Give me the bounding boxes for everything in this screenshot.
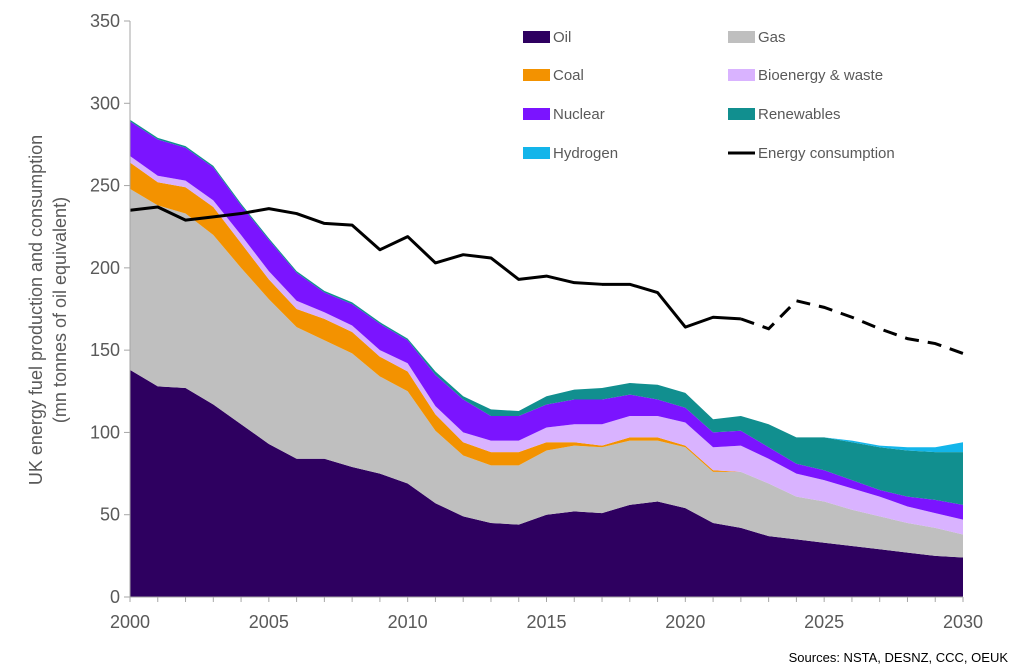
y-tick-label: 200 — [90, 258, 120, 278]
y-tick-label: 300 — [90, 93, 120, 113]
legend-label: Hydrogen — [553, 145, 618, 162]
legend-item-nuclear: Nuclear — [523, 106, 605, 123]
legend-label: Oil — [553, 29, 571, 46]
legend: Oil Gas Coal Bioenergy & waste Nuclear Renewa… — [523, 29, 895, 162]
legend-item-oil: Oil — [523, 29, 571, 46]
y-axis-label-line-1: UK energy fuel production and consumptio… — [26, 135, 46, 485]
legend-swatch — [728, 31, 755, 43]
legend-swatch — [728, 108, 755, 120]
area-renewables — [130, 119, 963, 505]
legend-swatch — [523, 69, 550, 81]
y-tick-label: 250 — [90, 176, 120, 196]
x-tick-label: 2030 — [943, 612, 983, 632]
legend-item-coal: Coal — [523, 67, 584, 84]
legend-label: Nuclear — [553, 106, 605, 123]
legend-item-gas: Gas — [728, 29, 786, 46]
legend-swatch — [728, 69, 755, 81]
area-layer — [130, 119, 963, 597]
legend-label: Renewables — [758, 106, 841, 123]
y-tick-label: 150 — [90, 340, 120, 360]
x-tick-label: 2025 — [804, 612, 844, 632]
y-tick-label: 50 — [100, 505, 120, 525]
consumption-line-layer — [129, 205, 964, 355]
legend-item-renewables: Renewables — [728, 106, 841, 123]
x-tick-label: 2015 — [526, 612, 566, 632]
area-gas — [130, 188, 963, 558]
y-axis-label-line-2: (mn tonnes of oil equivalent) — [50, 197, 70, 423]
area-oil — [130, 369, 963, 597]
x-tick-label: 2000 — [110, 612, 150, 632]
y-tick-label: 350 — [90, 11, 120, 31]
x-tick-label: 2010 — [388, 612, 428, 632]
axes: 0 50 100 150 200 250 300 350 2000 2005 2010 2015 202… — [90, 11, 983, 632]
legend-label: Bioenergy & waste — [758, 67, 883, 84]
y-tick-label: 0 — [110, 587, 120, 607]
consumption-line-projected — [740, 299, 964, 355]
source-note: Sources: NSTA, DESNZ, CCC, OEUK — [789, 650, 1009, 665]
y-tick-label: 100 — [90, 422, 120, 442]
legend-label: Gas — [758, 29, 786, 46]
legend-swatch — [523, 147, 550, 159]
legend-item-energy-consumption: Energy consumption — [728, 145, 895, 162]
consumption-line-historic — [129, 205, 741, 329]
legend-label: Coal — [553, 67, 584, 84]
legend-swatch — [523, 31, 550, 43]
x-tick-label: 2020 — [665, 612, 705, 632]
legend-swatch — [523, 108, 550, 120]
legend-item-hydrogen: Hydrogen — [523, 145, 618, 162]
legend-item-bioenergy-waste: Bioenergy & waste — [728, 67, 883, 84]
legend-label: Energy consumption — [758, 145, 895, 162]
x-tick-label: 2005 — [249, 612, 289, 632]
